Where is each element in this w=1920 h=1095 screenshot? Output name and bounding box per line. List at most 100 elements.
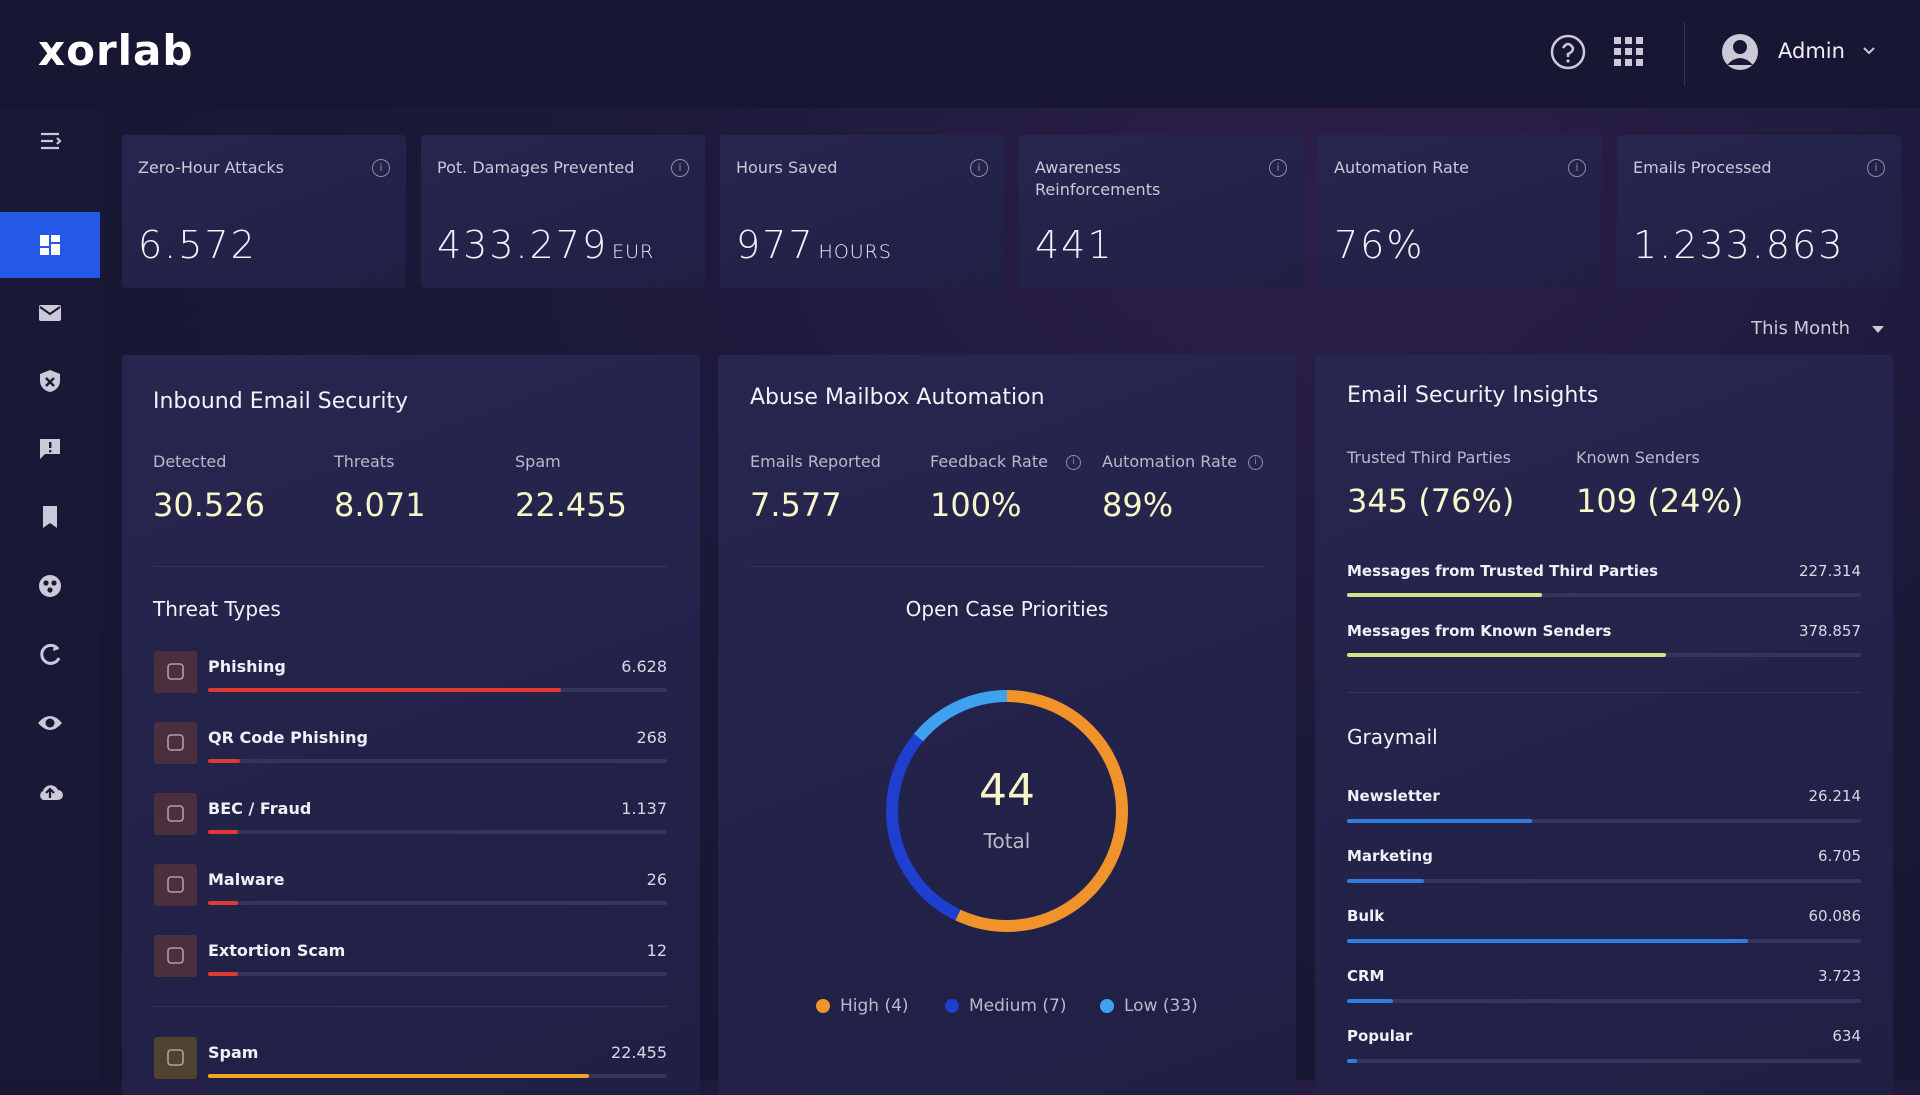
progress-track	[208, 972, 667, 976]
info-icon[interactable]: i	[1269, 159, 1287, 177]
user-name[interactable]: Admin	[1778, 39, 1845, 63]
shield-nav-icon	[40, 370, 60, 392]
info-icon[interactable]: i	[970, 159, 988, 177]
threat-icon	[154, 1037, 197, 1079]
threat-name: Phishing	[208, 657, 286, 676]
progress-fill	[1347, 879, 1425, 883]
mail-nav[interactable]	[0, 280, 100, 346]
threat-glyph	[167, 805, 184, 822]
abuse-panel: Abuse Mailbox Automation Emails Reported 7…	[718, 355, 1296, 1095]
avatar[interactable]	[1720, 32, 1760, 72]
mail-nav-icon	[39, 305, 61, 321]
threats-nav[interactable]	[0, 553, 100, 619]
threat-value: 268	[636, 728, 667, 747]
stat-value: 109 (24%)	[1576, 482, 1744, 520]
stat-value: 30.526	[153, 486, 265, 524]
automation-info[interactable]: i	[1248, 455, 1263, 470]
sync-nav[interactable]	[0, 621, 100, 687]
kpi-value: 441	[1035, 223, 1114, 267]
glyph	[167, 1049, 184, 1066]
insights-panel: Email Security Insights Trusted Third Par…	[1315, 355, 1893, 1095]
progress-track	[1347, 939, 1861, 943]
donut-segment	[886, 690, 1128, 932]
visibility-nav-icon	[38, 716, 62, 730]
logo[interactable]: xorlab	[38, 26, 194, 75]
legend-item[interactable]: Medium (7)	[945, 996, 1066, 1016]
donut-segment	[886, 690, 1128, 932]
donut-chart	[886, 690, 1128, 932]
legend-label: Low (33)	[1124, 996, 1198, 1016]
chart-title: Open Case Priorities	[905, 597, 1109, 621]
info-icon[interactable]: i	[671, 159, 689, 177]
graymail-value: 3.723	[1818, 967, 1861, 985]
dashboard-nav[interactable]	[0, 212, 100, 278]
kpi-card: Pot. Damages Prevented i 433.279 EUR	[421, 135, 705, 288]
kpi-value: 977 HOURS	[736, 223, 892, 267]
user-menu-chevron[interactable]	[1862, 46, 1876, 56]
legend-label: Medium (7)	[969, 996, 1067, 1016]
kpi-number: 977	[736, 223, 815, 267]
glyph	[167, 876, 184, 893]
stat-value: 345 (76%)	[1347, 482, 1515, 520]
report-nav[interactable]	[0, 416, 100, 482]
kpi-card: Awareness Reinforcements i 441	[1019, 135, 1303, 288]
glyph	[167, 805, 184, 822]
visibility-nav[interactable]	[0, 690, 100, 756]
info-icon[interactable]: i	[1867, 159, 1885, 177]
graymail-value: 6.705	[1818, 847, 1861, 865]
progress-fill	[1347, 939, 1748, 943]
kpi-card: Zero-Hour Attacks i 6.572	[122, 135, 406, 288]
upload-nav[interactable]	[0, 759, 100, 825]
threat-name: QR Code Phishing	[208, 728, 368, 747]
progress-track	[208, 830, 667, 834]
graymail-name: Marketing	[1347, 847, 1433, 865]
bookmark-nav[interactable]	[0, 484, 100, 550]
kpi-value: 1.233.863	[1633, 223, 1844, 267]
kpi-value: 76%	[1334, 223, 1424, 267]
threat-icon	[154, 864, 197, 906]
progress-fill	[208, 830, 238, 834]
apps-icon[interactable]	[1613, 36, 1645, 68]
threats-nav-icon	[39, 575, 61, 597]
legend-dot	[945, 999, 959, 1013]
feedback-info[interactable]: i	[1066, 455, 1081, 470]
menu-toggle[interactable]	[0, 108, 100, 174]
stat-label: Spam	[515, 452, 561, 471]
legend-item[interactable]: Low (33)	[1100, 996, 1198, 1016]
threat-value: 1.137	[621, 799, 667, 818]
message-value: 378.857	[1798, 622, 1861, 640]
threat-name: Spam	[208, 1043, 259, 1062]
progress-track	[1347, 593, 1861, 597]
legend-item[interactable]: High (4)	[816, 996, 909, 1016]
message-name: Messages from Known Senders	[1347, 622, 1612, 640]
threat-glyph	[167, 1049, 184, 1066]
donut-total: 44	[979, 765, 1035, 816]
donut-total-label: Total	[983, 829, 1031, 853]
kpi-label: Automation Rate	[1334, 158, 1469, 177]
kpi-unit: EUR	[612, 241, 655, 263]
divider	[750, 566, 1265, 567]
threat-glyph	[167, 663, 184, 680]
graymail-value: 60.086	[1808, 907, 1862, 925]
menu-toggle-icon	[41, 132, 62, 150]
panel-title: Inbound Email Security	[153, 389, 409, 414]
graymail-name: CRM	[1347, 967, 1385, 985]
info-icon[interactable]: i	[372, 159, 390, 177]
shield-nav[interactable]	[0, 348, 100, 414]
threat-value: 6.628	[621, 657, 667, 676]
threat-glyph	[167, 734, 184, 751]
help-icon[interactable]	[1549, 33, 1587, 71]
progress-fill	[208, 759, 241, 763]
panel-title: Email Security Insights	[1347, 383, 1599, 408]
kpi-number: 1.233.863	[1633, 223, 1845, 267]
stat-value: 7.577	[750, 486, 842, 524]
progress-track	[1347, 653, 1861, 657]
period-selector[interactable]: This Month	[1700, 318, 1890, 342]
stat-value: 8.071	[334, 486, 426, 524]
message-value: 227.314	[1798, 562, 1861, 580]
section-title: Threat Types	[153, 597, 281, 621]
top-bar: xorlab Admin	[0, 0, 1920, 108]
info-icon[interactable]: i	[1568, 159, 1586, 177]
